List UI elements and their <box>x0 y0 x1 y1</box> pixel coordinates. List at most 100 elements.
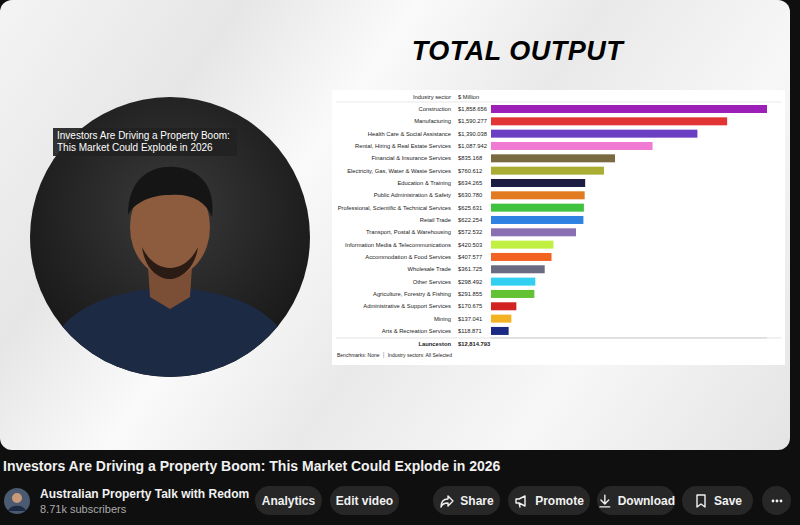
download-icon <box>597 493 613 509</box>
share-icon <box>439 493 455 509</box>
button[interactable]: Promote <box>508 486 590 515</box>
more-icon <box>770 494 784 508</box>
bar <box>491 302 516 310</box>
data-label: $625.631 <box>458 205 482 211</box>
category-label: Electricity, Gas, Water & Waste Services <box>347 168 451 174</box>
bars <box>491 105 767 335</box>
total-label: Launceston <box>418 341 451 347</box>
button-label: Analytics <box>262 494 315 508</box>
category-label: Health Care & Social Assistance <box>368 131 451 137</box>
data-label: $1,087.942 <box>458 143 487 149</box>
data-label: $420.503 <box>458 242 482 248</box>
circle <box>771 499 774 502</box>
data-label: $298.492 <box>458 279 482 285</box>
bar <box>491 130 697 138</box>
data-label: $622.254 <box>458 217 483 223</box>
path <box>600 495 610 507</box>
button[interactable]: Share <box>433 486 500 515</box>
button[interactable]: Edit video <box>330 486 399 515</box>
overlay-title: Investors Are Driving a Property Boom: T… <box>53 128 237 156</box>
bar <box>491 327 509 335</box>
button-label: Download <box>618 494 675 508</box>
data-label: $1,590.277 <box>458 118 487 124</box>
bar <box>491 105 767 113</box>
bar <box>491 142 653 150</box>
bar <box>491 117 727 125</box>
data-label: $630.780 <box>458 192 482 198</box>
chart-title: TOTAL OUTPUT <box>395 36 640 67</box>
data-label: $572.532 <box>458 229 482 235</box>
data-label: $407.577 <box>458 254 482 260</box>
bar <box>491 290 534 298</box>
bar <box>491 315 511 323</box>
button-label: Save <box>714 494 742 508</box>
data-label: $291.855 <box>458 291 482 297</box>
bar <box>491 179 585 187</box>
data-label: $170.675 <box>458 303 482 309</box>
bar <box>491 204 584 212</box>
presenter <box>30 97 310 377</box>
chart-panel: Industry sector$ MillionConstruction$1,8… <box>332 90 785 365</box>
data-label: $760.612 <box>458 168 482 174</box>
category-label: Information Media & Telecommunications <box>345 242 451 248</box>
circle <box>12 493 22 503</box>
data-label: $1,390.038 <box>458 131 487 137</box>
column-header: Industry sector <box>413 94 451 100</box>
category-label: Construction <box>418 106 451 112</box>
category-label: Agriculture, Forestry & Fishing <box>373 291 451 297</box>
header-rule <box>336 102 781 103</box>
path <box>8 506 26 511</box>
path <box>441 496 453 507</box>
button[interactable]: Download <box>597 486 675 515</box>
button-label: Share <box>460 494 493 508</box>
page: Investors Are Driving a Property Boom: T… <box>0 0 800 525</box>
total-value: $12,814.793 <box>458 341 491 347</box>
category-label: Transport, Postal & Warehousing <box>366 229 451 235</box>
category-label: Accommodation & Food Services <box>365 254 451 260</box>
more-button[interactable] <box>762 486 791 515</box>
bar <box>491 228 576 236</box>
category-label: Education & Training <box>398 180 452 186</box>
bar <box>491 278 535 286</box>
bar <box>491 154 615 162</box>
data-label: $118.871 <box>458 328 482 334</box>
category-label: Arts & Recreation Services <box>382 328 451 334</box>
bar <box>491 216 583 224</box>
path <box>516 496 525 507</box>
promote-icon <box>514 493 530 509</box>
data-label: $137.041 <box>458 316 482 322</box>
path <box>697 495 705 507</box>
footer-divider <box>383 352 384 358</box>
x-axis-line <box>491 337 767 338</box>
footer-note: Industry sectors: All Selected <box>388 352 452 358</box>
bar <box>491 167 604 175</box>
category-label: Manufacturing <box>414 118 451 124</box>
category-label: Mining <box>434 316 451 322</box>
circle <box>4 488 30 514</box>
button[interactable]: Save <box>682 486 753 515</box>
category-label: Public Administration & Safety <box>374 192 451 198</box>
column-header: $ Million <box>458 94 479 100</box>
category-label: Administrative & Support Services <box>363 303 451 309</box>
bar <box>491 253 552 261</box>
footer-note: Benchmarks: None <box>337 352 380 358</box>
circle <box>775 499 778 502</box>
circle-background <box>30 97 310 377</box>
button[interactable]: Analytics <box>255 486 322 515</box>
channel-name[interactable]: Australian Property Talk with Redom <box>40 487 249 501</box>
video-frame[interactable]: Investors Are Driving a Property Boom: T… <box>0 0 790 450</box>
bar <box>491 191 585 199</box>
channel-avatar <box>4 488 30 514</box>
video-title: Investors Are Driving a Property Boom: T… <box>3 458 783 474</box>
category-label: Financial & Insurance Services <box>371 155 451 161</box>
beard <box>142 247 198 279</box>
chart: Industry sector$ MillionConstruction$1,8… <box>332 90 785 365</box>
data-label: $835.168 <box>458 155 482 161</box>
save-icon <box>693 493 709 509</box>
total-rule <box>336 337 781 338</box>
category-label: Rental, Hiring & Real Estate Services <box>355 143 451 149</box>
circle <box>779 499 782 502</box>
category-label: Retail Trade <box>420 217 451 223</box>
data-label: $634.265 <box>458 180 482 186</box>
category-label: Professional, Scientific & Technical Ser… <box>338 205 451 211</box>
